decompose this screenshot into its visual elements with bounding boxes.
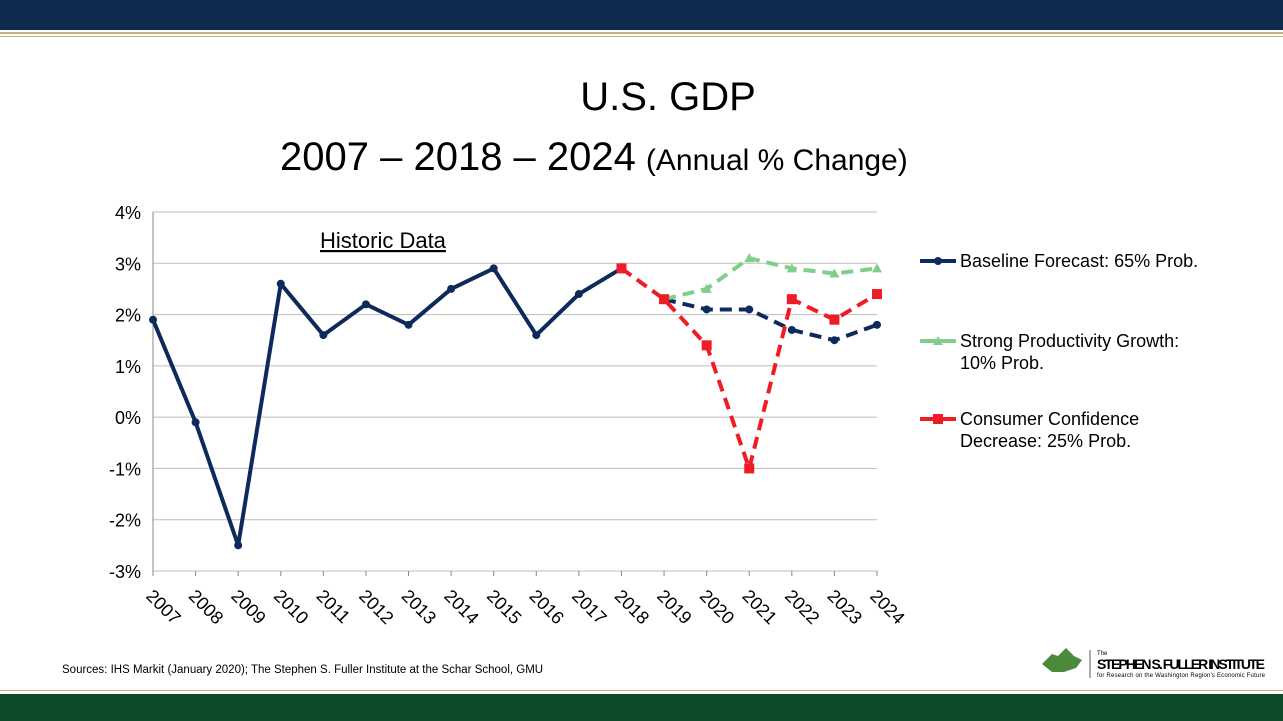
y-tick-label: 3%	[115, 254, 141, 274]
marker	[532, 331, 541, 340]
x-tick-label: 2017	[568, 586, 610, 628]
marker	[276, 279, 285, 288]
marker	[659, 294, 670, 305]
legend-key	[920, 336, 956, 345]
legend-label: Strong Productivity Growth: 10% Prob.	[960, 331, 1180, 373]
source: Sources: IHS Markit (January 2020); The …	[62, 664, 543, 676]
marker	[149, 315, 157, 324]
marker	[829, 314, 840, 325]
bottom-rule	[0, 690, 1283, 691]
legend-item: Baseline Forecast: 65% Prob.	[918, 250, 1198, 272]
line-solid	[151, 266, 623, 548]
y-tick-label: -3%	[109, 562, 141, 582]
legend-key	[920, 414, 956, 424]
marker	[786, 263, 797, 273]
y-tick-label: 2%	[115, 306, 141, 326]
marker	[702, 305, 711, 314]
x-tick-label: 2016	[525, 586, 567, 628]
x-tick-label: 2024	[866, 586, 908, 628]
x-tick-label: 2021	[738, 586, 780, 628]
marker	[934, 257, 942, 265]
marker	[404, 320, 413, 329]
top-rule	[0, 32, 1283, 34]
x-tick-label: 2015	[483, 586, 525, 628]
x-tick-label: 2008	[185, 586, 227, 628]
marker	[616, 263, 627, 274]
legend-item: Consumer Confidence Decrease: 25% Prob.	[918, 408, 1139, 452]
marker	[361, 300, 370, 309]
x-tick-label: 2012	[355, 586, 397, 628]
x-tick-label: 2020	[696, 586, 738, 628]
marker	[234, 541, 243, 550]
y-tick-label: 4%	[115, 203, 141, 223]
legend-label: Baseline Forecast: 65% Prob.	[960, 251, 1199, 271]
marker	[933, 336, 943, 345]
x-tick-label: 2010	[270, 586, 312, 628]
y-tick-label: 1%	[115, 357, 141, 377]
logo-name: STEPHEN S. FULLER INSTITUTE	[1097, 656, 1265, 672]
marker	[744, 463, 755, 474]
x-tick-label: 2009	[227, 586, 269, 628]
top-bar	[0, 0, 1283, 30]
logo-icon	[1042, 648, 1082, 672]
chart-title: U.S. GDP	[580, 75, 756, 119]
legend-item: Strong Productivity Growth: 10% Prob.	[918, 330, 1179, 374]
marker	[744, 253, 755, 263]
marker	[489, 264, 498, 273]
series	[149, 264, 881, 550]
annotation: Historic Data	[320, 228, 447, 253]
marker	[574, 290, 583, 299]
legend-label: Consumer Confidence Decrease: 25% Prob.	[960, 409, 1140, 451]
marker	[319, 331, 328, 340]
x-tick-label: 2007	[142, 586, 184, 628]
legend-key	[920, 257, 956, 265]
marker	[701, 340, 712, 351]
marker	[787, 325, 796, 334]
y-tick-label: -2%	[109, 511, 141, 531]
y-tick-label: -1%	[109, 459, 141, 479]
line-dashed	[663, 256, 878, 302]
bottom-bar	[0, 694, 1283, 721]
logo-tagline: for Research on the Washington Region's …	[1097, 673, 1266, 679]
top-rule	[0, 36, 1283, 37]
chart-subtitle: 2007 – 2018 – 2024 (Annual % Change)	[280, 135, 908, 179]
logo-small: The	[1097, 651, 1108, 657]
marker	[872, 289, 882, 300]
x-tick-label: 2023	[824, 586, 866, 628]
marker	[701, 283, 712, 293]
marker	[745, 305, 754, 314]
x-tick-label: 2022	[781, 586, 823, 628]
series	[616, 263, 882, 474]
marker	[191, 418, 200, 427]
marker	[872, 263, 882, 273]
x-tick-label: 2018	[611, 586, 653, 628]
marker	[830, 336, 839, 345]
y-tick-label: 0%	[115, 408, 141, 428]
x-tick-label: 2014	[440, 586, 482, 628]
x-tick-label: 2013	[398, 586, 440, 628]
series	[659, 253, 882, 304]
marker	[786, 294, 797, 305]
x-tick-label: 2019	[653, 586, 695, 628]
marker	[873, 320, 881, 329]
marker	[447, 284, 456, 293]
marker	[829, 268, 840, 278]
marker	[933, 414, 943, 424]
x-tick-label: 2011	[313, 586, 355, 628]
